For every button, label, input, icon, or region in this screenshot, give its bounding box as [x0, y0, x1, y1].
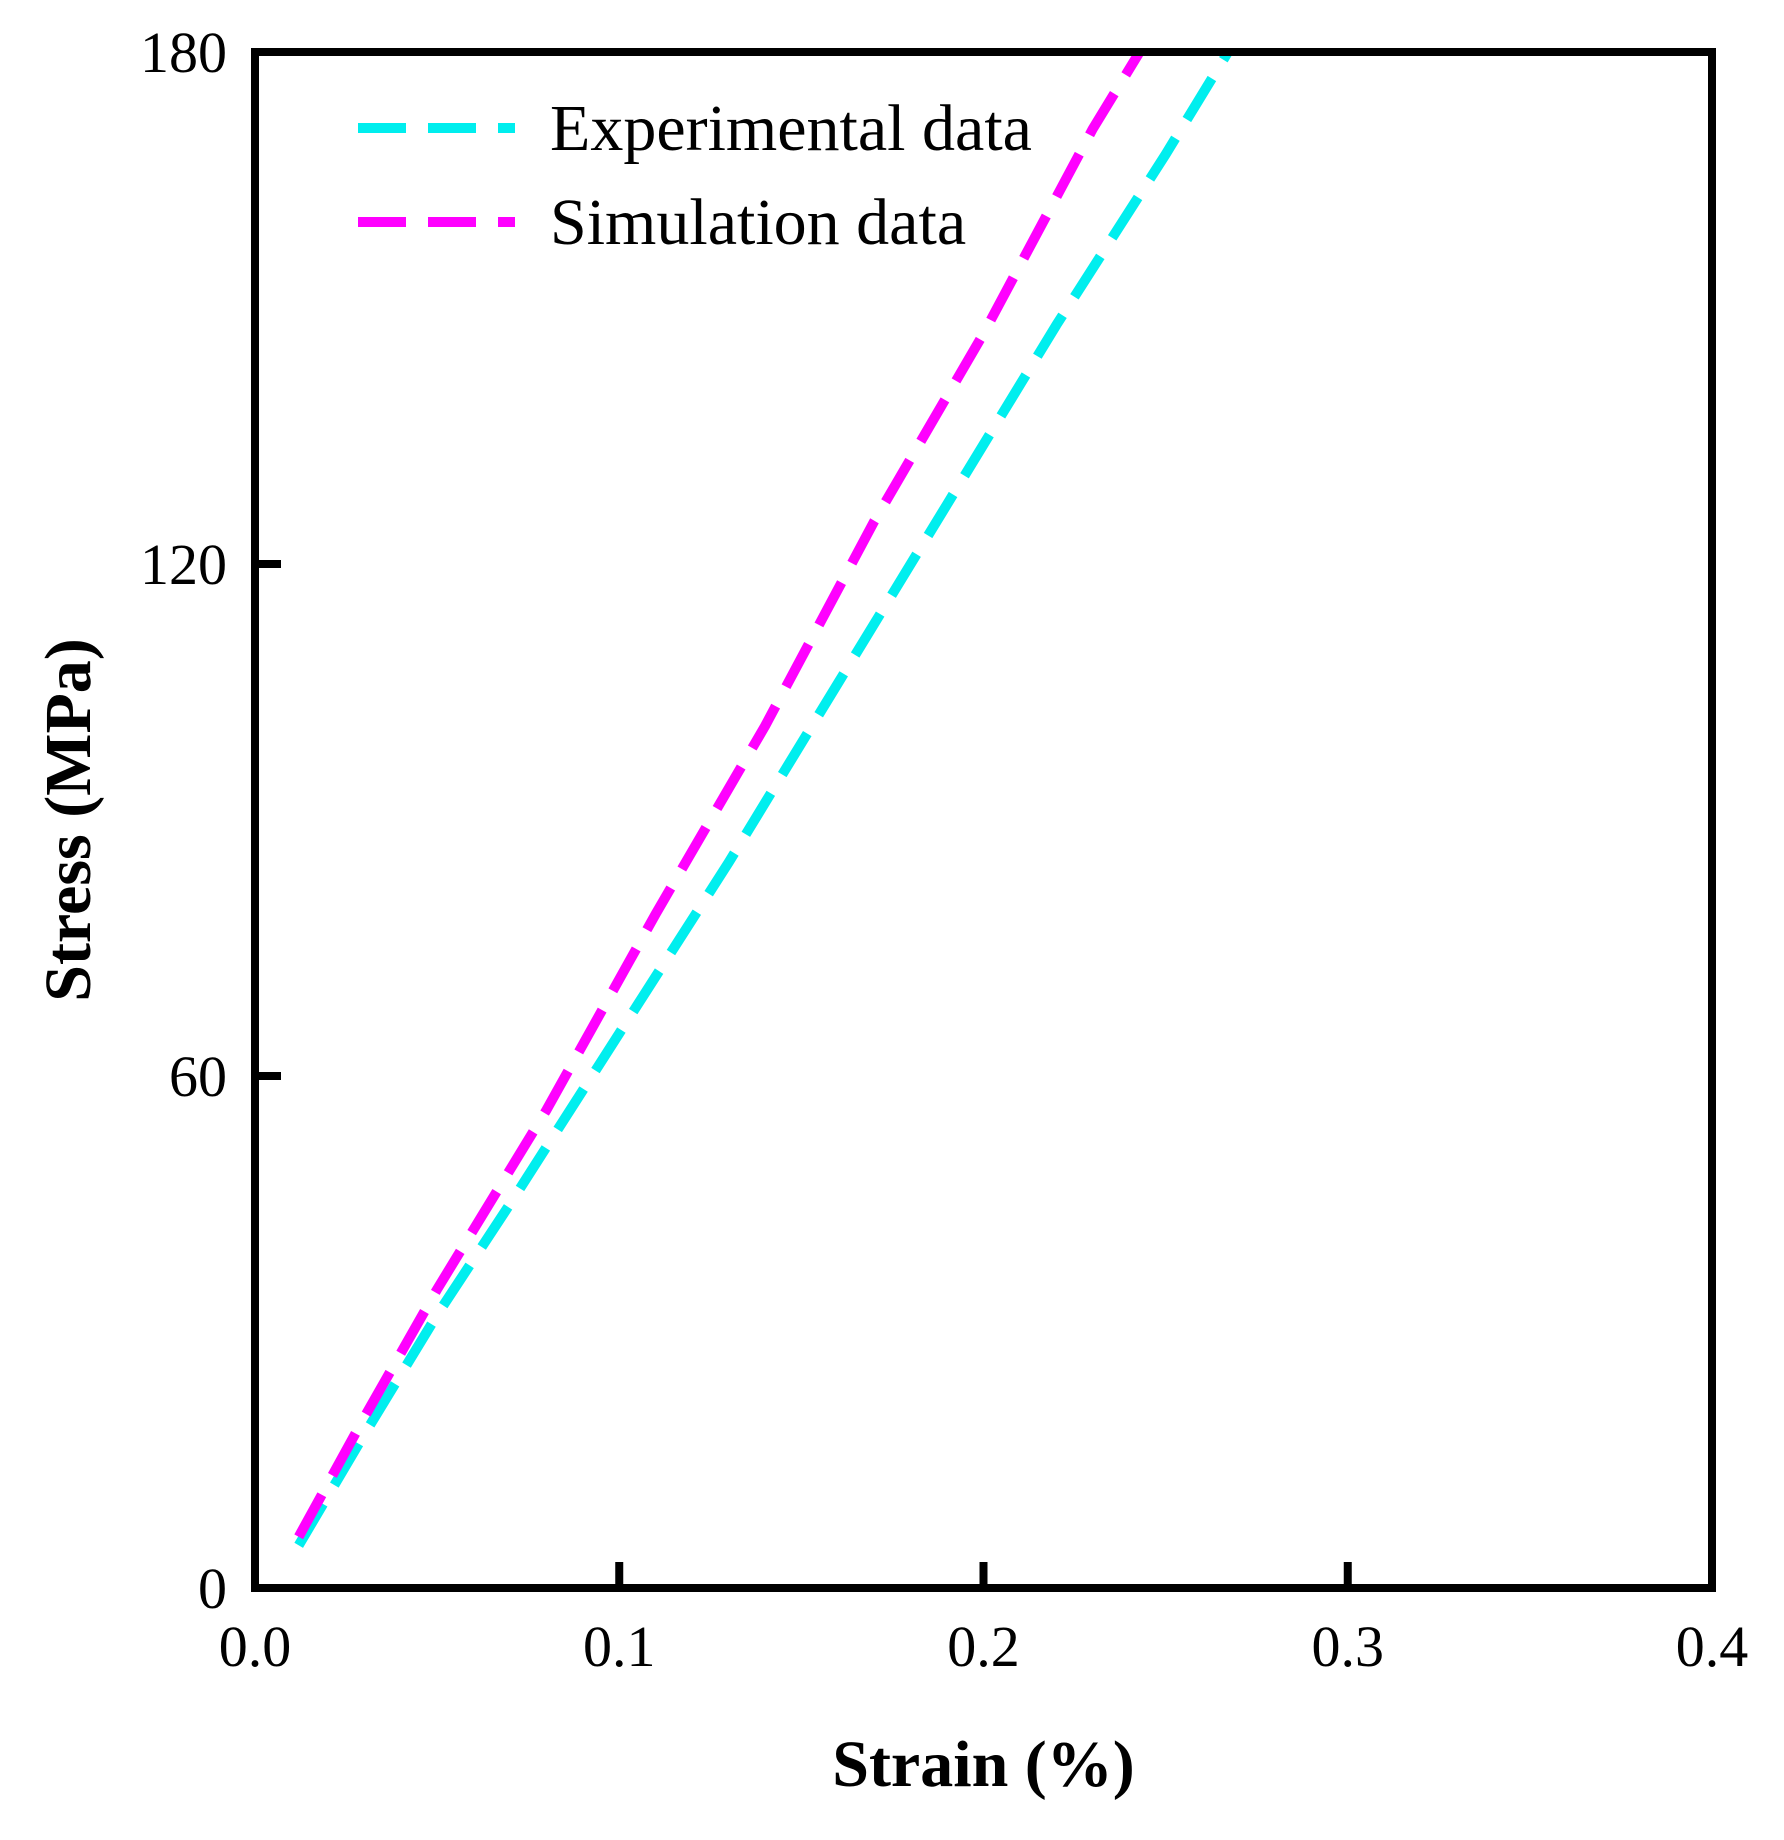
- x-tick-label: 0.4: [1676, 1614, 1749, 1679]
- tick-layer: 0.0 0.1 0.2 0.3 0.4 0 60 120 180: [140, 20, 1748, 1679]
- y-axis-title: Stress (MPa): [32, 638, 105, 1002]
- legend-label-simulation: Simulation data: [550, 186, 966, 259]
- x-tick-label: 0.0: [219, 1614, 292, 1679]
- x-tick-label: 0.2: [947, 1614, 1020, 1679]
- y-tick-label: 0: [198, 1556, 227, 1621]
- x-axis-title: Strain (%): [832, 1728, 1134, 1801]
- legend: Experimental data Simulation data: [358, 92, 1032, 259]
- y-tick-label: 60: [169, 1044, 227, 1109]
- series-line-experimental: [294, 52, 1234, 1548]
- y-tick-label: 180: [140, 20, 227, 85]
- y-tick-label: 120: [140, 532, 227, 597]
- x-tick-label: 0.1: [583, 1614, 656, 1679]
- plot-frame: [251, 48, 1716, 1592]
- x-tick-label: 0.3: [1312, 1614, 1385, 1679]
- series-layer: [294, 52, 1519, 1548]
- legend-label-experimental: Experimental data: [550, 92, 1032, 165]
- series-line-simulation: [294, 52, 1519, 1540]
